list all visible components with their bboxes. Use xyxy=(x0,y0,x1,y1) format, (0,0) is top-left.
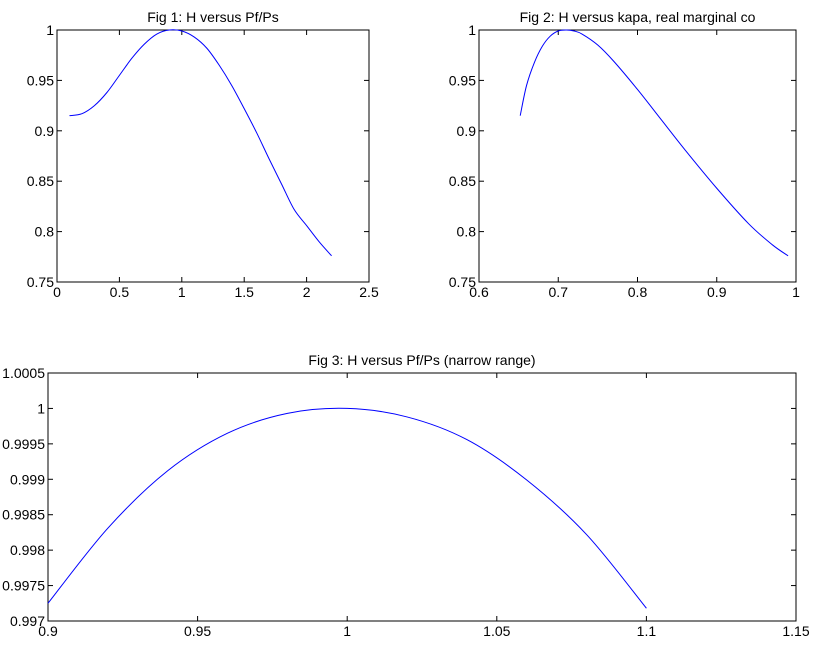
fig3-xtick-label: 1.05 xyxy=(483,623,510,639)
fig2-xtick-label: 0.9 xyxy=(707,284,727,300)
fig1-ytick-label: 0.95 xyxy=(27,72,54,88)
fig3-ytick-label: 1.0005 xyxy=(2,365,45,381)
fig1-ytick-label: 1 xyxy=(46,22,54,38)
fig1-xtick-label: 2 xyxy=(303,284,311,300)
fig3-plot-frame xyxy=(47,372,797,622)
fig3-xtick-label: 0.95 xyxy=(184,623,211,639)
fig3-ytick-label: 0.999 xyxy=(10,471,45,487)
fig1-ytick-label: 0.85 xyxy=(27,173,54,189)
fig1-plot-frame xyxy=(56,29,370,283)
fig2-ytick-label: 1 xyxy=(468,22,476,38)
fig1-xtick-label: 1.5 xyxy=(234,284,254,300)
fig3-series-line xyxy=(47,407,647,609)
fig2-xtick-label: 0.8 xyxy=(628,284,648,300)
fig3-ytick-label: 0.997 xyxy=(10,613,45,629)
fig3-ytick-label: 0.998 xyxy=(10,542,45,558)
fig2-ytick-label: 0.8 xyxy=(457,224,477,240)
fig2-ytick-label: 0.75 xyxy=(449,274,476,290)
fig1-xtick-label: 1 xyxy=(178,284,186,300)
fig2-axes: Fig 2: H versus kapa, real marginal co 0.… xyxy=(449,9,800,300)
fig1-xtick-label: 2.5 xyxy=(359,284,379,300)
fig1-ytick-label: 0.9 xyxy=(35,123,55,139)
fig3-xtick-label: 1 xyxy=(343,623,351,639)
fig3-xtick-label: 0.9 xyxy=(38,623,58,639)
fig3-ytick-label: 1 xyxy=(37,400,45,416)
fig3-axes: Fig 3: H versus Pf/Ps (narrow range)0.9 0… xyxy=(2,352,810,639)
fig2-xtick-label: 0.6 xyxy=(469,284,489,300)
fig1-ytick-label: 0.75 xyxy=(27,274,54,290)
fig3-xtick-label: 1.15 xyxy=(782,623,809,639)
fig2-ytick-label: 0.85 xyxy=(449,173,476,189)
fig2-xtick-label: 0.7 xyxy=(549,284,569,300)
fig2-ytick-label: 0.95 xyxy=(449,72,476,88)
fig2-ytick-label: 0.9 xyxy=(457,123,477,139)
fig2-xtick-label: 1 xyxy=(792,284,800,300)
fig1-xtick-label: 0.5 xyxy=(110,284,130,300)
fig3-ytick-label: 0.9985 xyxy=(2,507,45,523)
fig2-title: Fig 2: H versus kapa, real marginal co xyxy=(520,9,756,25)
fig3-ytick-label: 0.9975 xyxy=(2,578,45,594)
fig3-xtick-label: 1.1 xyxy=(637,623,657,639)
fig1-xtick-label: 0 xyxy=(53,284,61,300)
fig3-ytick-label: 0.9995 xyxy=(2,436,45,452)
fig1-series-line xyxy=(69,29,332,257)
fig1-title: Fig 1: H versus Pf/Ps xyxy=(147,9,278,25)
fig2-series-line xyxy=(519,29,789,257)
fig2-plot-frame xyxy=(478,29,797,283)
fig3-title: Fig 3: H versus Pf/Ps (narrow range) xyxy=(308,352,535,368)
fig1-ytick-label: 0.8 xyxy=(35,224,55,240)
fig1-axes: Fig 1: H versus Pf/Ps 0 0.5 1 1.5 2 2.5 0.75 0.8… xyxy=(27,9,379,300)
